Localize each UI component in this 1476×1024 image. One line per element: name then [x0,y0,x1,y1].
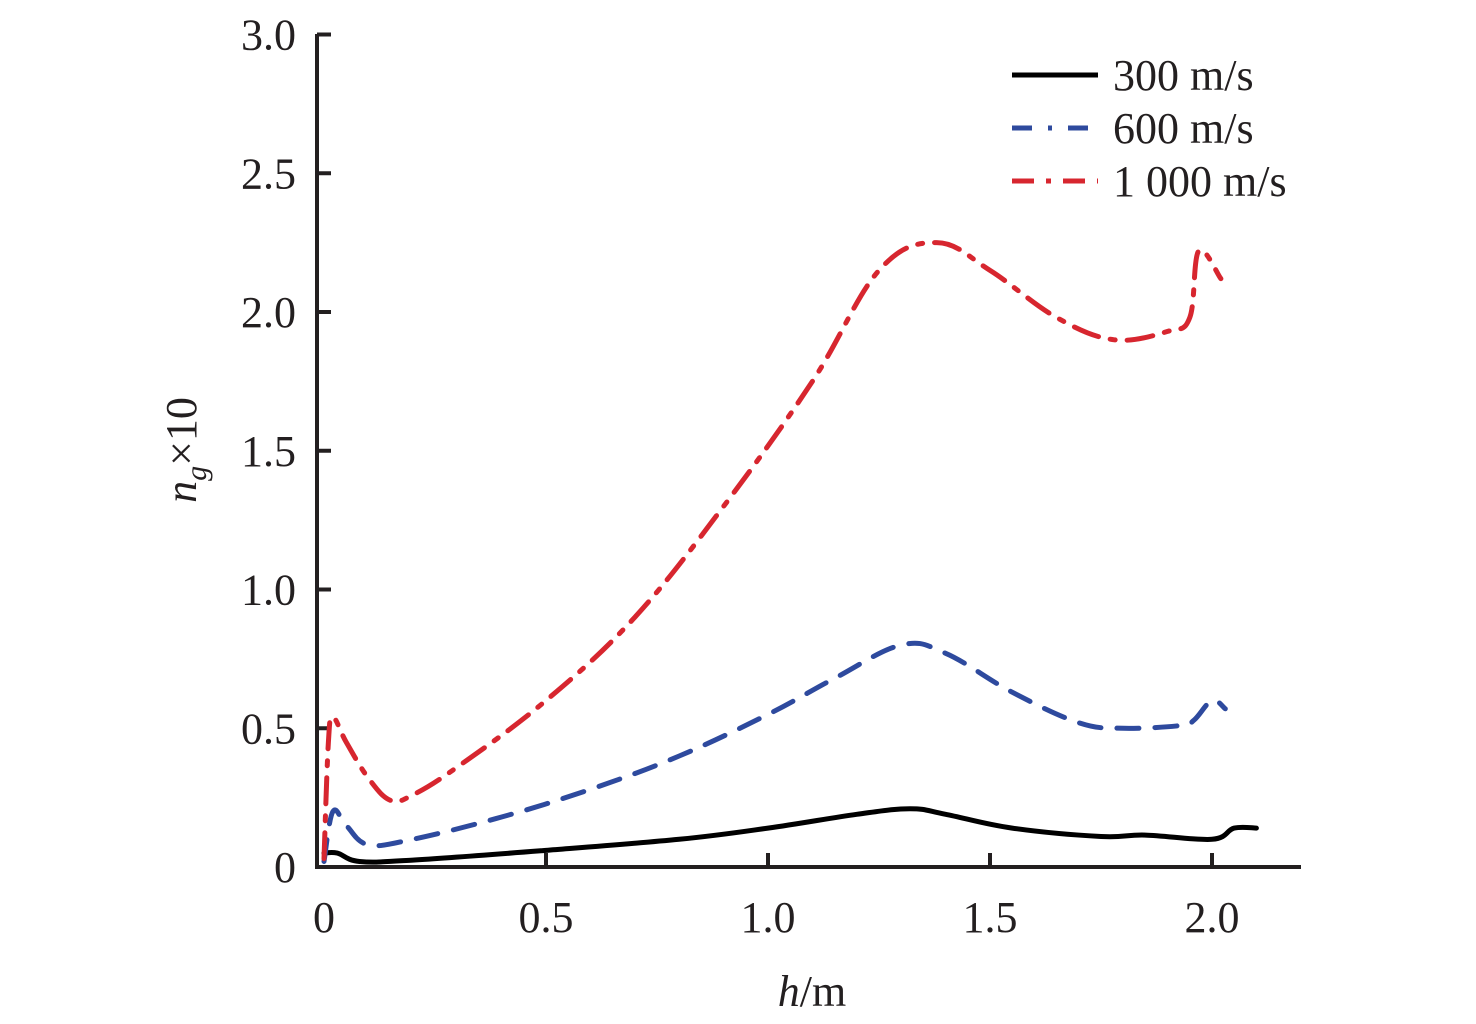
series-lines [321,240,1259,865]
legend-label: 600 m/s [1113,104,1254,153]
series-line-1 [321,806,1259,865]
legend-label: 300 m/s [1113,51,1254,100]
y-tick-label: 3.0 [241,11,296,60]
y-axis-title: ng×10 [157,397,213,503]
x-tick-label: 1.5 [963,893,1018,942]
x-axis-title: h/m [778,967,846,1016]
x-axis-ticks: 0 0.5 1.0 1.5 2.0 [313,853,1240,942]
legend-label: 1 000 m/s [1113,157,1287,206]
x-tick-label: 1.0 [741,893,796,942]
x-tick-label: 0 [313,893,335,942]
y-axis-title-var: n [157,481,206,503]
x-tick-label: 0.5 [519,893,574,942]
y-tick-label: 1.5 [241,427,296,476]
y-tick-label: 2.5 [241,149,296,198]
y-axis-title-suffix: ×10 [157,397,206,466]
y-axis-title-sub: g [180,466,213,481]
y-tick-label: 0.5 [241,704,296,753]
y-tick-label: 2.0 [241,288,296,337]
y-tick-label: 1.0 [241,566,296,615]
series-line-2 [321,640,1228,864]
x-axis-title-unit: /m [800,967,846,1016]
x-axis-title-var: h [778,967,800,1016]
y-axis-ticks: 0 0.5 1.0 1.5 2.0 2.5 3.0 [241,11,331,892]
x-tick-label: 2.0 [1185,893,1240,942]
y-tick-label: 0 [274,843,296,892]
series-line-3 [321,240,1224,862]
